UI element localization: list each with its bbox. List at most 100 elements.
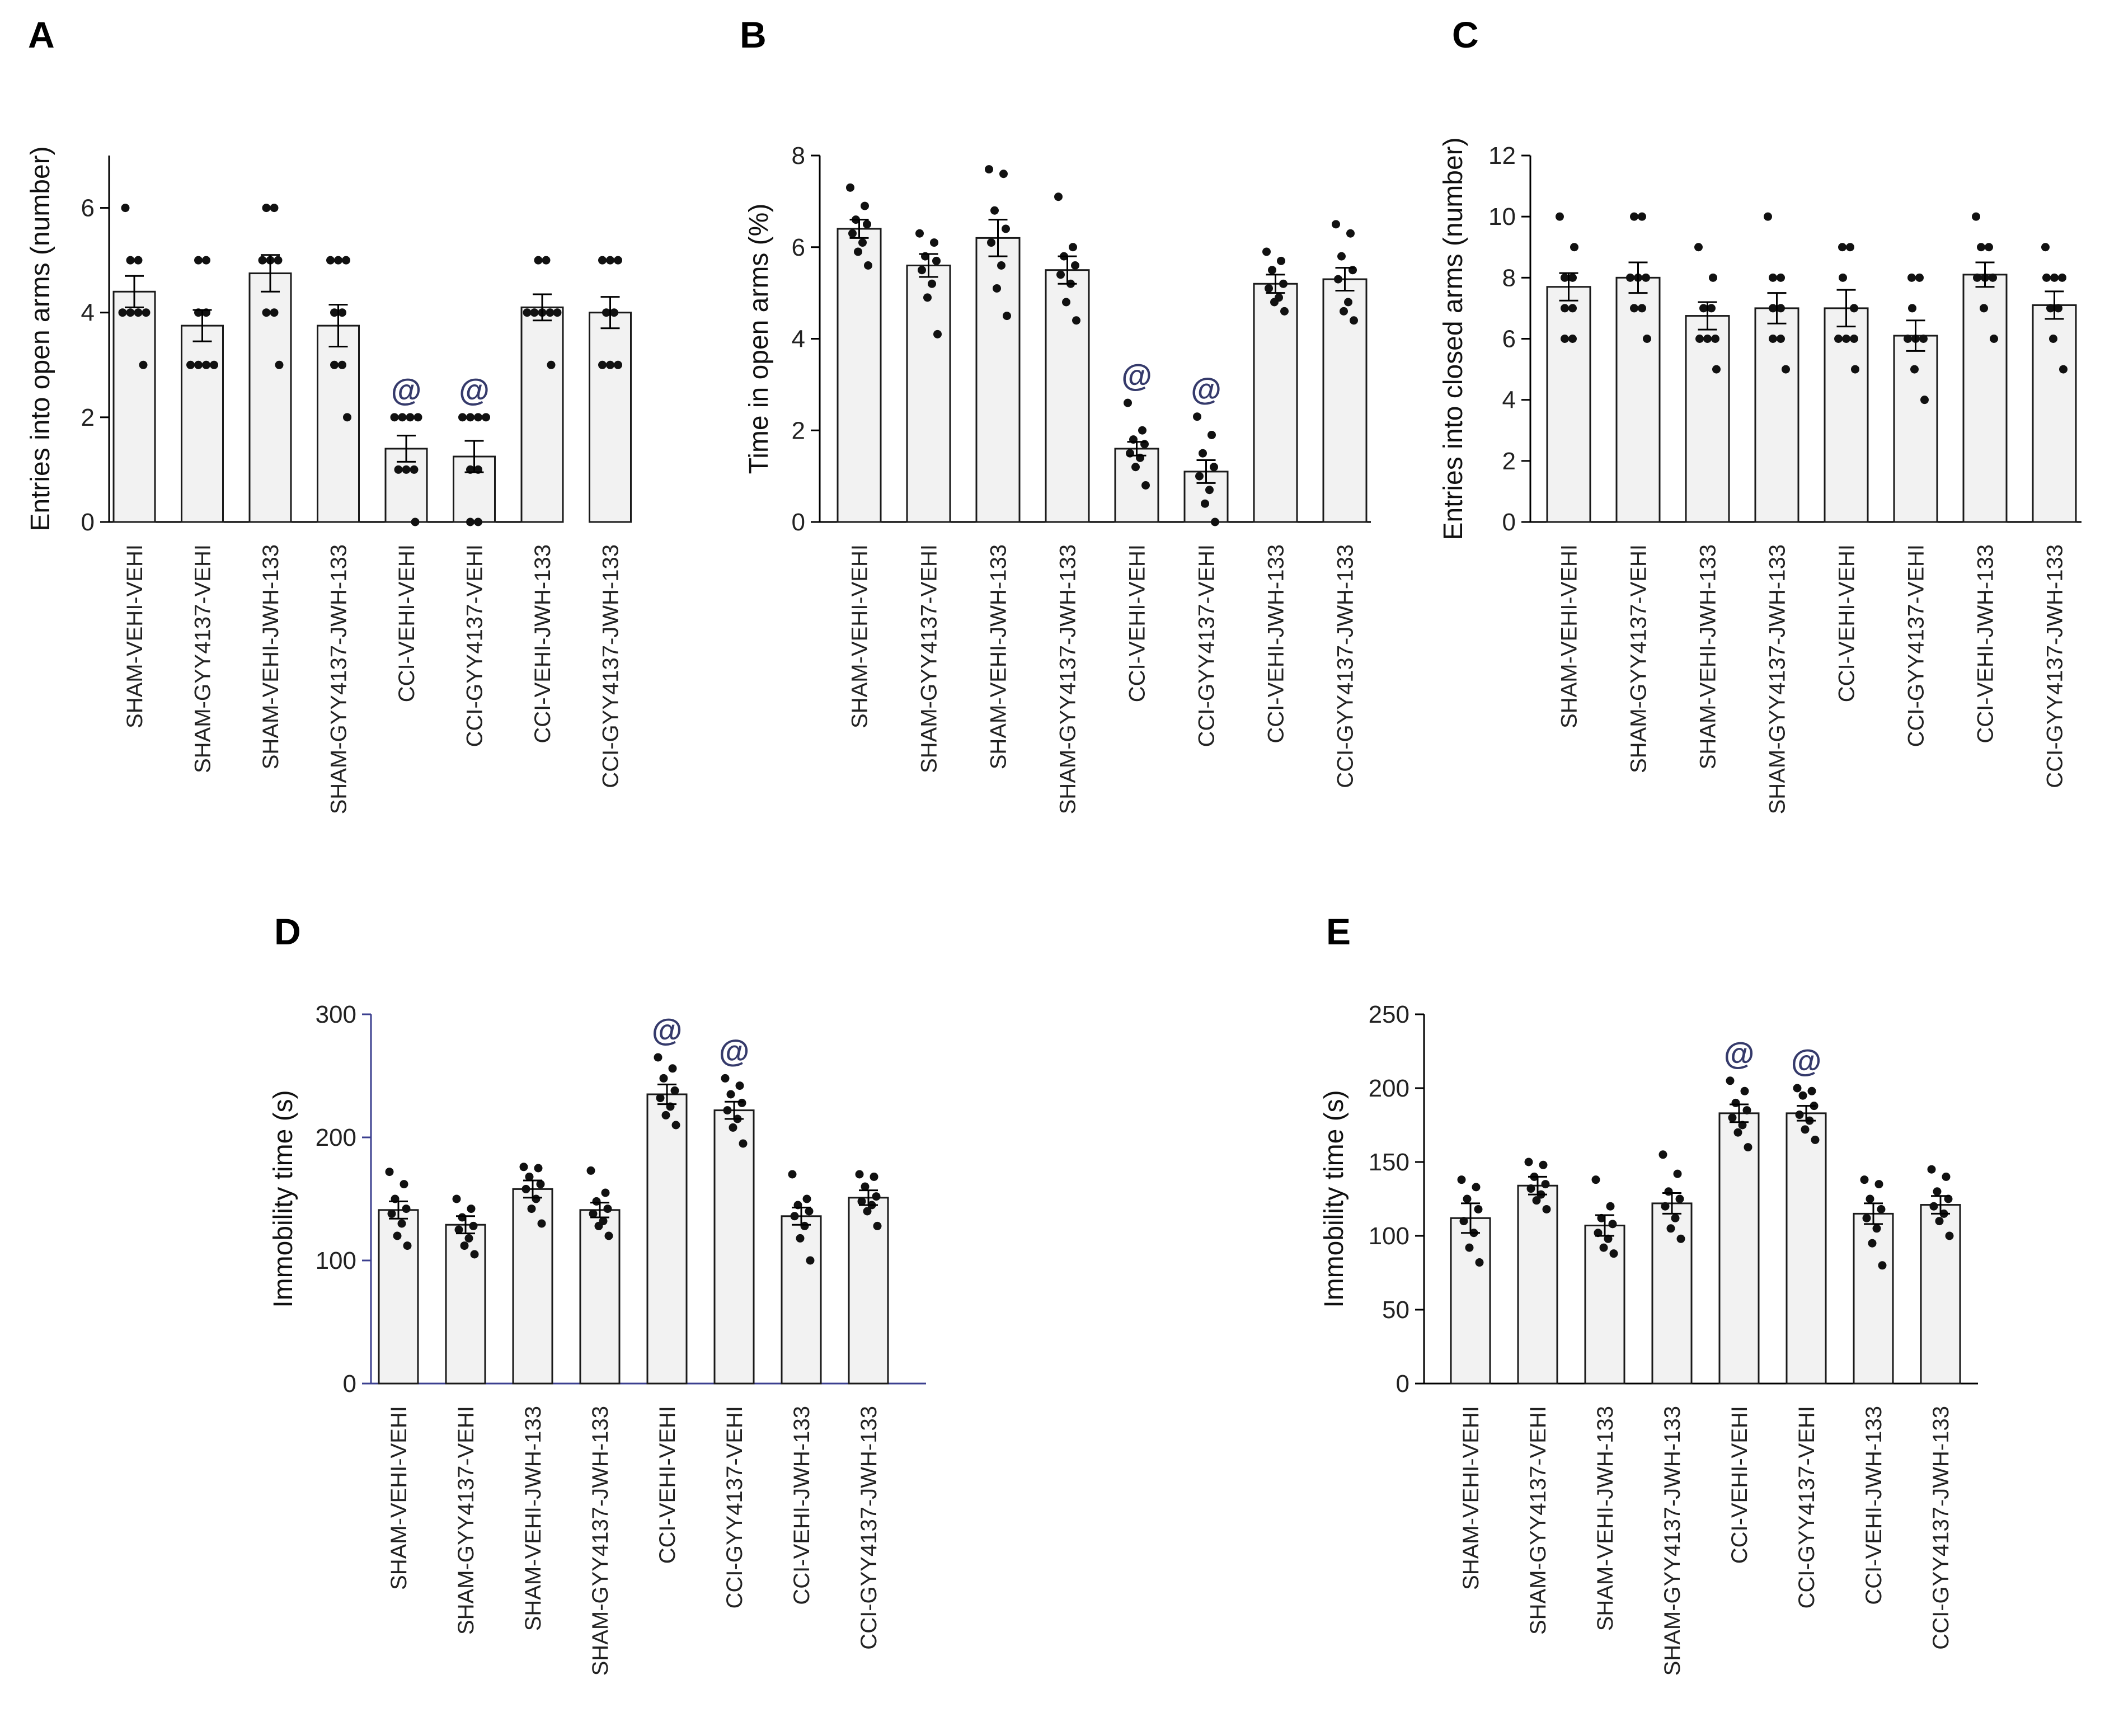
- data-point: [1265, 284, 1273, 293]
- data-point: [2049, 335, 2057, 343]
- data-point: [1539, 1160, 1548, 1169]
- x-tick-label: SHAM-VEHI-VEHI: [1557, 544, 1582, 728]
- data-point: [1707, 304, 1716, 313]
- x-tick-label: SHAM-GYY4137-VEHI: [454, 1406, 478, 1635]
- data-point: [1793, 1084, 1802, 1093]
- data-point: [1942, 1172, 1951, 1181]
- data-point: [614, 256, 622, 265]
- data-point: [262, 308, 271, 317]
- x-tick-label: CCI-GYY4137-JWH-133: [599, 544, 623, 788]
- data-point: [474, 413, 482, 422]
- data-point: [385, 1168, 394, 1177]
- y-tick-label: 0: [1396, 1370, 1409, 1398]
- significance-annotation: @: [1121, 357, 1152, 393]
- data-point: [790, 1212, 799, 1221]
- data-point: [326, 256, 335, 265]
- bar: [1853, 1212, 1894, 1385]
- data-point: [403, 1241, 412, 1250]
- data-point: [670, 1086, 679, 1095]
- data-point: [482, 413, 490, 422]
- data-point: [1777, 273, 1785, 282]
- data-point: [1638, 212, 1646, 221]
- data-point: [411, 517, 420, 526]
- data-point: [2041, 243, 2050, 252]
- y-tick-label: 300: [316, 1001, 356, 1028]
- data-point: [1463, 1194, 1472, 1203]
- data-point: [614, 360, 622, 369]
- data-point: [1872, 1224, 1881, 1233]
- data-point: [806, 1256, 815, 1265]
- data-point: [1673, 1169, 1682, 1178]
- x-tick-label: SHAM-GYY4137-VEHI: [917, 544, 942, 773]
- x-tick-label: SHAM-VEHI-JWH-133: [1593, 1406, 1618, 1631]
- data-point: [1733, 1128, 1742, 1137]
- data-point: [1742, 1106, 1751, 1115]
- data-point: [126, 308, 135, 317]
- data-point: [194, 256, 203, 265]
- bar: [589, 312, 632, 523]
- data-point: [857, 1197, 866, 1206]
- data-point: [1199, 449, 1207, 458]
- data-point: [861, 1182, 870, 1191]
- data-point: [1703, 335, 1712, 343]
- data-point: [525, 1172, 534, 1181]
- data-point: [387, 1209, 396, 1218]
- data-point: [1801, 1125, 1810, 1134]
- bar: [1450, 1217, 1491, 1385]
- bar: [112, 290, 156, 523]
- data-point: [1002, 224, 1010, 233]
- data-point: [1904, 335, 1912, 343]
- data-point: [739, 1139, 748, 1148]
- data-point: [2042, 273, 2051, 282]
- data-point: [1334, 275, 1342, 284]
- data-point: [1568, 335, 1577, 343]
- data-point: [270, 308, 279, 317]
- data-point: [1072, 316, 1080, 325]
- significance-annotation: @: [1191, 371, 1221, 407]
- data-point: [872, 1192, 881, 1201]
- data-point: [592, 1197, 601, 1206]
- data-point: [402, 465, 411, 474]
- data-point: [598, 256, 607, 265]
- data-point: [258, 256, 267, 265]
- data-point: [1695, 335, 1704, 343]
- data-point: [1457, 1175, 1466, 1184]
- x-tick-label: CCI-VEHI-JWH-133: [1264, 544, 1289, 744]
- data-point: [1740, 1086, 1749, 1095]
- data-point: [454, 1225, 463, 1234]
- data-point: [1542, 1205, 1551, 1213]
- data-point: [394, 465, 403, 474]
- data-point: [1193, 412, 1201, 421]
- data-point: [210, 360, 218, 369]
- data-point: [1990, 335, 1998, 343]
- y-tick-label: 2: [1502, 448, 1516, 475]
- data-point: [737, 1098, 746, 1107]
- panel-d: D 0 100 200 300 Immobility time (s) SHAM-VEHI-…: [269, 911, 926, 1676]
- data-point: [1945, 1231, 1954, 1240]
- data-point: [1850, 304, 1858, 313]
- y-tick-label: 250: [1369, 1001, 1409, 1028]
- data-point: [1910, 365, 1919, 374]
- data-point: [1908, 304, 1916, 313]
- data-point: [1270, 298, 1279, 307]
- data-point: [530, 308, 539, 317]
- data-point: [142, 308, 151, 317]
- data-point: [1211, 517, 1219, 526]
- data-point: [654, 1053, 662, 1062]
- x-tick-label: SHAM-VEHI-VEHI: [848, 544, 872, 728]
- data-point: [1570, 243, 1578, 252]
- data-point: [460, 1241, 469, 1250]
- y-tick-label: 0: [792, 509, 805, 536]
- data-point: [467, 1205, 476, 1213]
- data-point: [864, 261, 872, 270]
- data-point: [802, 1194, 811, 1203]
- data-point: [1279, 279, 1288, 288]
- y-axis-label: Entries into open arms (number): [26, 146, 55, 531]
- data-point: [1795, 1111, 1804, 1119]
- data-point: [342, 256, 350, 265]
- y-tick-label: 4: [1502, 387, 1516, 414]
- data-point: [1003, 312, 1011, 321]
- y-tick-label: 12: [1488, 142, 1516, 170]
- data-point: [330, 360, 339, 369]
- data-point: [1465, 1243, 1474, 1252]
